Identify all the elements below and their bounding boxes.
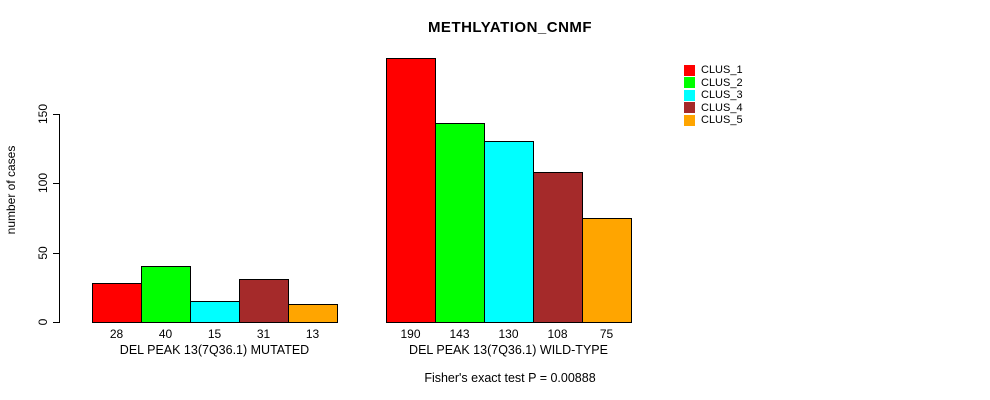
bar-value-label: 13 [305, 327, 320, 341]
legend-swatch-clus_1 [684, 64, 695, 76]
y-tick-label: 50 [36, 245, 50, 260]
bar-value-label: 130 [498, 327, 519, 341]
bar-value-label: 75 [599, 327, 614, 341]
bar-clus_2-group2 [435, 123, 485, 323]
legend-row: CLUS_3 [684, 89, 743, 102]
y-tick-label: 150 [36, 103, 50, 124]
stat-test-caption: Fisher's exact test P = 0.00888 [424, 371, 596, 385]
legend-label: CLUS_5 [701, 114, 743, 127]
bar-value-label: 190 [400, 327, 421, 341]
bar-clus_5-group2 [582, 217, 632, 323]
legend-row: CLUS_2 [684, 77, 743, 90]
bar-value-label: 40 [158, 327, 173, 341]
bar-clus_5-group1 [288, 303, 338, 323]
y-tick [53, 252, 59, 254]
bar-clus_1-group2 [386, 57, 436, 323]
legend-row: CLUS_5 [684, 114, 743, 127]
y-tick [53, 322, 59, 323]
group-label: DEL PEAK 13(7Q36.1) WILD-TYPE [409, 343, 608, 357]
y-tick-label: 100 [36, 172, 50, 194]
bar-value-label: 143 [449, 327, 470, 341]
legend-row: CLUS_4 [684, 102, 743, 115]
bar-clus_4-group2 [533, 171, 583, 323]
legend-label: CLUS_2 [701, 76, 743, 89]
legend-swatch-clus_5 [684, 114, 695, 126]
legend-label: CLUS_4 [701, 101, 743, 114]
bar-clus_4-group1 [239, 278, 289, 323]
legend-label: CLUS_3 [701, 89, 743, 102]
y-axis-label: number of cases [4, 145, 18, 235]
y-tick [53, 183, 59, 184]
bar-value-label: 108 [547, 327, 568, 341]
bar-value-label: 15 [207, 327, 222, 341]
bar-clus_1-group1 [92, 283, 142, 323]
bar-value-label: 31 [256, 327, 271, 341]
legend-label: CLUS_1 [701, 64, 743, 77]
y-tick-label: 0 [36, 318, 50, 326]
legend-swatch-clus_2 [684, 77, 695, 89]
bar-value-label: 28 [109, 327, 124, 341]
legend-swatch-clus_3 [684, 89, 695, 101]
bar-clus_3-group2 [484, 141, 534, 323]
legend-swatch-clus_4 [684, 102, 695, 114]
y-tick [53, 113, 59, 115]
bar-clus_3-group1 [190, 301, 240, 323]
y-axis-line [59, 113, 60, 323]
legend: CLUS_1 CLUS_2 CLUS_3 CLUS_4 CLUS_5 [684, 64, 743, 127]
group-label: DEL PEAK 13(7Q36.1) MUTATED [119, 343, 310, 357]
chart-title: METHLYATION_CNMF [427, 19, 593, 36]
bar-clus_2-group1 [141, 266, 191, 323]
legend-row: CLUS_1 [684, 64, 743, 77]
